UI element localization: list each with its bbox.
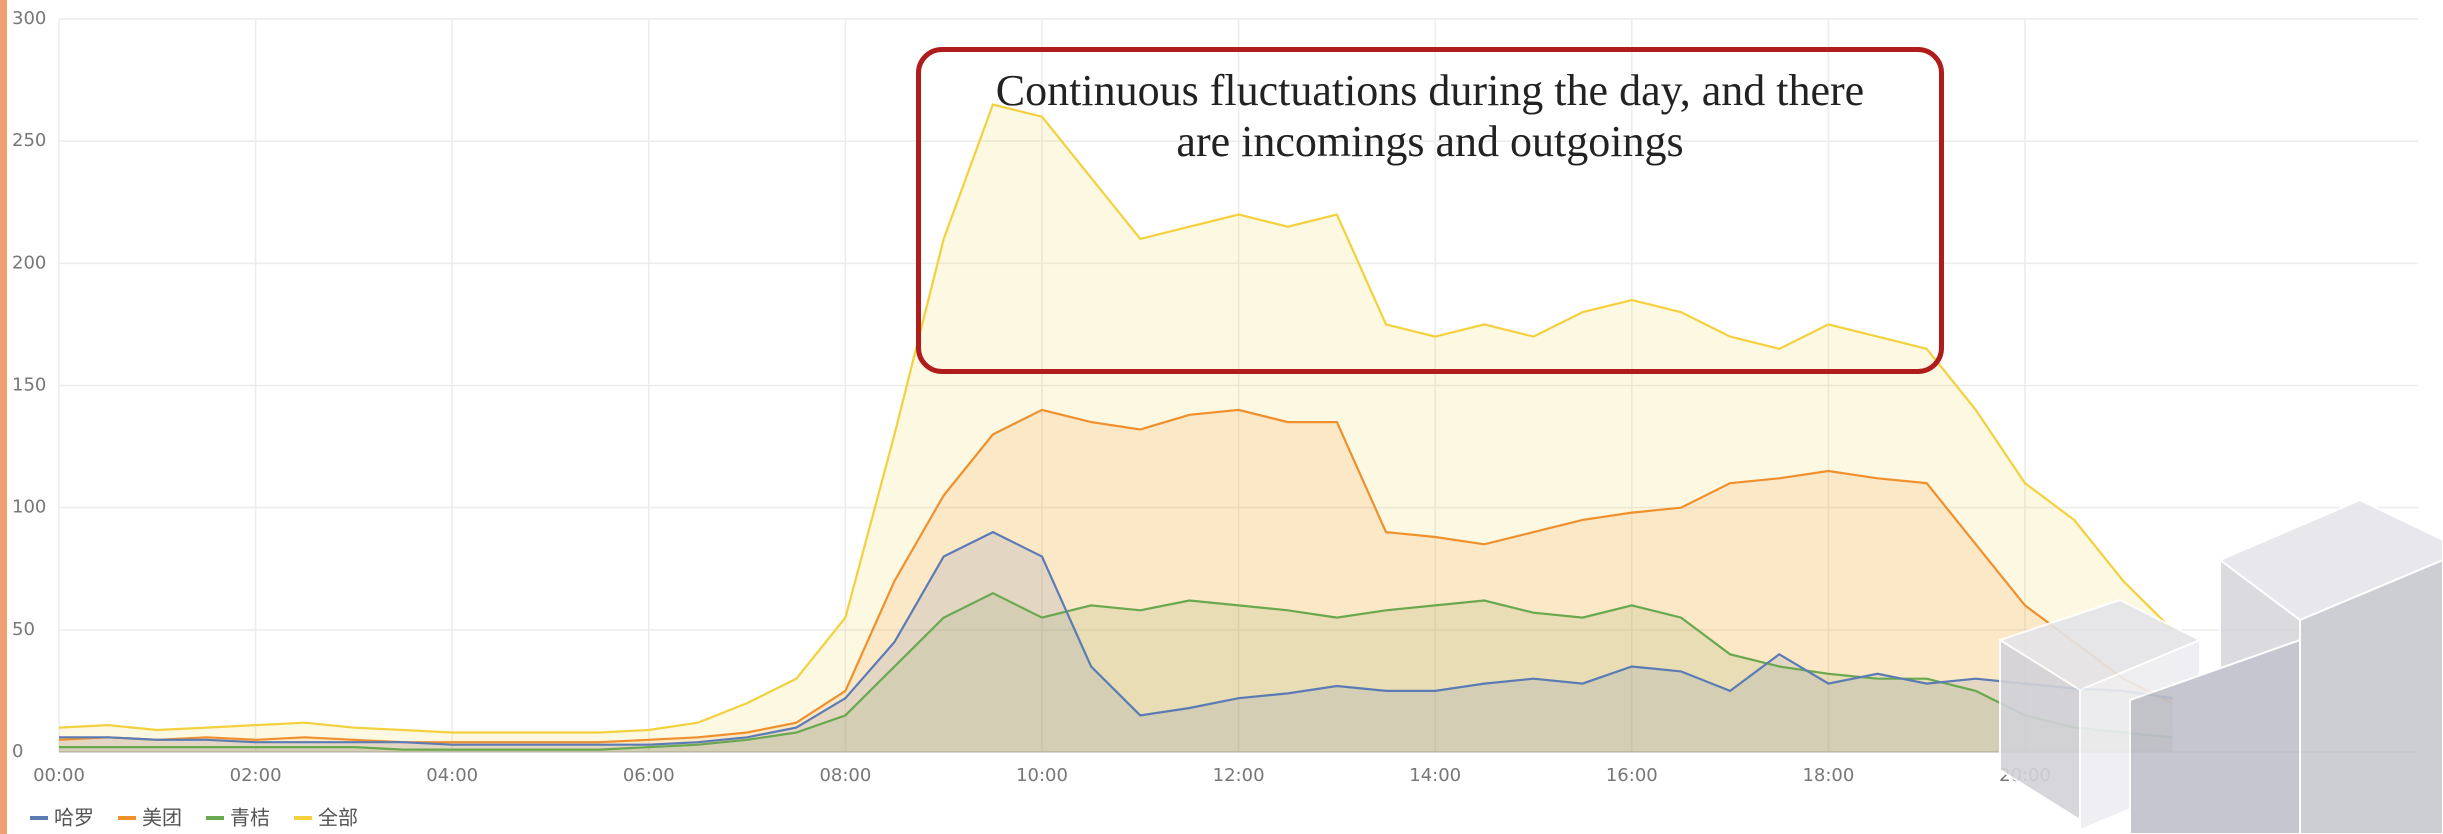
x-tick-label: 06:00: [623, 765, 675, 786]
legend-label: 青桔: [230, 806, 270, 830]
legend-label: 美团: [142, 806, 182, 830]
series-area: [59, 593, 2173, 752]
x-tick-label: 16:00: [1606, 765, 1658, 786]
y-tick-label: 150: [12, 375, 46, 396]
series-line: [58, 103, 2174, 734]
y-tick-label: 100: [12, 497, 46, 518]
annotation-box: Continuous fluctuations during the day, …: [916, 47, 1944, 374]
series-line: [59, 591, 2173, 751]
x-tick-label: 04:00: [426, 765, 478, 786]
edge-stripe: [0, 0, 7, 834]
y-tick-label: 250: [12, 130, 46, 151]
x-tick-label: 12:00: [1213, 765, 1265, 786]
y-tick-label: 0: [12, 741, 23, 762]
annotation: Continuous fluctuations during the day, …: [995, 66, 1865, 166]
y-tick-label: 300: [12, 8, 46, 29]
building: [2129, 638, 2301, 834]
series-line: [59, 530, 2173, 746]
x-tick-label: 08:00: [819, 765, 871, 786]
series-area: [59, 409, 2173, 752]
x-tick-label: 14:00: [1409, 765, 1461, 786]
legend-label: 全部: [318, 806, 358, 830]
decoration: [1997, 498, 2443, 834]
series-area: [59, 532, 2173, 752]
x-tick-label: 18:00: [1802, 765, 1854, 786]
y-tick-label: 200: [12, 252, 46, 273]
legend-label: 哈罗: [54, 806, 94, 830]
x-tick-label: 00:00: [33, 765, 85, 786]
series-area: [59, 104, 2173, 752]
y-tick-label: 50: [12, 619, 35, 640]
x-tick-label: 02:00: [230, 765, 282, 786]
x-tick-label: 10:00: [1016, 765, 1068, 786]
